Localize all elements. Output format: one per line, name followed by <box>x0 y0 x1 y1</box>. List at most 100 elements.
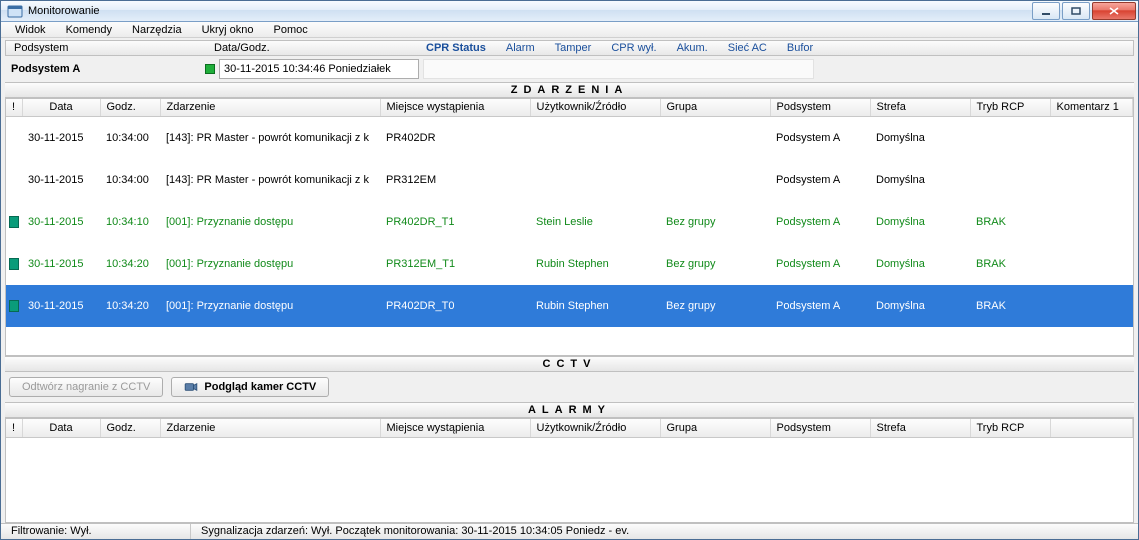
window-title: Monitorowanie <box>28 5 1032 17</box>
table-row[interactable]: 30-11-201510:34:00[143]: PR Master - pow… <box>6 117 1133 159</box>
section-title-events: ZDARZENIA <box>5 82 1134 98</box>
alarms-table-body <box>6 438 1133 522</box>
col-bang[interactable]: ! <box>6 99 22 117</box>
menu-ukryj[interactable]: Ukryj okno <box>192 22 264 37</box>
cell: 10:34:20 <box>100 243 160 285</box>
cctv-playback-button[interactable]: Odtwórz nagranie z CCTV <box>9 377 163 397</box>
hdr-akum[interactable]: Akum. <box>667 42 718 54</box>
table-row[interactable]: 30-11-201510:34:20[001]: Przyznanie dost… <box>6 285 1133 327</box>
close-button[interactable] <box>1092 2 1136 20</box>
acol-tryb[interactable]: Tryb RCP <box>970 419 1050 437</box>
cctv-preview-button[interactable]: Podgląd kamer CCTV <box>171 377 329 397</box>
footer-signaling: Sygnalizacja zdarzeń: Wył. Początek moni… <box>191 524 1138 539</box>
titlebar: Monitorowanie <box>1 1 1138 22</box>
col-strefa[interactable]: Strefa <box>870 99 970 117</box>
cell: Bez grupy <box>660 285 770 327</box>
menu-bar: Widok Komendy Narzędzia Ukryj okno Pomoc <box>1 22 1138 38</box>
cell: Podsystem A <box>770 201 870 243</box>
cell: 30-11-2015 <box>22 201 100 243</box>
cell: Podsystem A <box>770 285 870 327</box>
cell: 30-11-2015 <box>22 243 100 285</box>
date-value: 30-11-2015 <box>224 63 279 75</box>
hdr-cprwyl[interactable]: CPR wył. <box>601 42 666 54</box>
menu-narzedzia[interactable]: Narzędzia <box>122 22 192 37</box>
footer-filtering: Filtrowanie: Wył. <box>1 524 191 539</box>
cell: Domyślna <box>870 159 970 201</box>
cell: [143]: PR Master - powrót komunikacji z … <box>160 117 380 159</box>
acol-miejsce[interactable]: Miejsce wystąpienia <box>380 419 530 437</box>
time-value: 10:34:46 <box>283 63 326 75</box>
cell: Domyślna <box>870 243 970 285</box>
door-icon <box>9 300 19 312</box>
cell: Domyślna <box>870 201 970 243</box>
cell: Stein Leslie <box>530 201 660 243</box>
menu-pomoc[interactable]: Pomoc <box>264 22 318 37</box>
cell <box>1050 243 1133 285</box>
alarms-table-header: ! Data Godz. Zdarzenie Miejsce wystąpien… <box>6 419 1133 437</box>
menu-komendy[interactable]: Komendy <box>56 22 122 37</box>
col-grupa[interactable]: Grupa <box>660 99 770 117</box>
acol-zdarzenie[interactable]: Zdarzenie <box>160 419 380 437</box>
cell: BRAK <box>970 201 1050 243</box>
cell: Bez grupy <box>660 201 770 243</box>
datetime-display: 30-11-2015 10:34:46 Poniedziałek <box>219 59 419 79</box>
acol-data[interactable]: Data <box>22 419 100 437</box>
acol-komentarz[interactable] <box>1050 419 1133 437</box>
col-miejsce[interactable]: Miejsce wystąpienia <box>380 99 530 117</box>
cell <box>1050 159 1133 201</box>
col-zdarzenie[interactable]: Zdarzenie <box>160 99 380 117</box>
col-godz[interactable]: Godz. <box>100 99 160 117</box>
cell: [001]: Przyznanie dostępu <box>160 201 380 243</box>
cell: 10:34:00 <box>100 117 160 159</box>
door-icon <box>9 258 19 270</box>
col-tryb[interactable]: Tryb RCP <box>970 99 1050 117</box>
acol-grupa[interactable]: Grupa <box>660 419 770 437</box>
status-header-row: Podsystem Data/Godz. CPR Status Alarm Ta… <box>5 40 1134 55</box>
table-row[interactable]: 30-11-201510:34:00[143]: PR Master - pow… <box>6 159 1133 201</box>
maximize-icon <box>1071 7 1081 15</box>
cell <box>530 159 660 201</box>
table-row[interactable]: 30-11-201510:34:20[001]: Przyznanie dost… <box>6 243 1133 285</box>
hdr-bufor[interactable]: Bufor <box>777 42 823 54</box>
col-uzytk[interactable]: Użytkownik/Źródło <box>530 99 660 117</box>
hdr-tamper[interactable]: Tamper <box>545 42 602 54</box>
cell: PR402DR <box>380 117 530 159</box>
cell: Podsystem A <box>770 117 870 159</box>
cell: PR312EM_T1 <box>380 243 530 285</box>
cell: BRAK <box>970 285 1050 327</box>
col-podsystem[interactable]: Podsystem <box>770 99 870 117</box>
acol-podsystem[interactable]: Podsystem <box>770 419 870 437</box>
col-komentarz[interactable]: Komentarz 1 <box>1050 99 1133 117</box>
cell: [001]: Przyznanie dostępu <box>160 285 380 327</box>
acol-strefa[interactable]: Strefa <box>870 419 970 437</box>
cell <box>970 159 1050 201</box>
status-readout-area <box>423 59 814 79</box>
cell: Rubin Stephen <box>530 243 660 285</box>
cell: PR402DR_T0 <box>380 285 530 327</box>
acol-uzytk[interactable]: Użytkownik/Źródło <box>530 419 660 437</box>
minimize-button[interactable] <box>1032 2 1060 20</box>
cell: BRAK <box>970 243 1050 285</box>
row-icon-cell <box>6 285 22 327</box>
events-grid: ! Data Godz. Zdarzenie Miejsce wystąpien… <box>5 98 1134 356</box>
hdr-siecac[interactable]: Sieć AC <box>718 42 777 54</box>
cell: 30-11-2015 <box>22 117 100 159</box>
cell: Rubin Stephen <box>530 285 660 327</box>
table-row[interactable]: 30-11-201510:34:10[001]: Przyznanie dost… <box>6 201 1133 243</box>
col-data[interactable]: Data <box>22 99 100 117</box>
row-icon-cell <box>6 201 22 243</box>
cell <box>660 159 770 201</box>
menu-widok[interactable]: Widok <box>5 22 56 37</box>
events-table-header: ! Data Godz. Zdarzenie Miejsce wystąpien… <box>6 99 1133 117</box>
maximize-button[interactable] <box>1062 2 1090 20</box>
acol-bang[interactable]: ! <box>6 419 22 437</box>
cell: Podsystem A <box>770 159 870 201</box>
app-icon <box>7 3 23 19</box>
cell <box>1050 117 1133 159</box>
section-title-alarms: ALARMY <box>5 402 1134 418</box>
acol-godz[interactable]: Godz. <box>100 419 160 437</box>
hdr-cpr-status[interactable]: CPR Status <box>416 42 496 54</box>
cell <box>1050 285 1133 327</box>
events-table: ! Data Godz. Zdarzenie Miejsce wystąpien… <box>6 99 1133 327</box>
hdr-alarm[interactable]: Alarm <box>496 42 545 54</box>
